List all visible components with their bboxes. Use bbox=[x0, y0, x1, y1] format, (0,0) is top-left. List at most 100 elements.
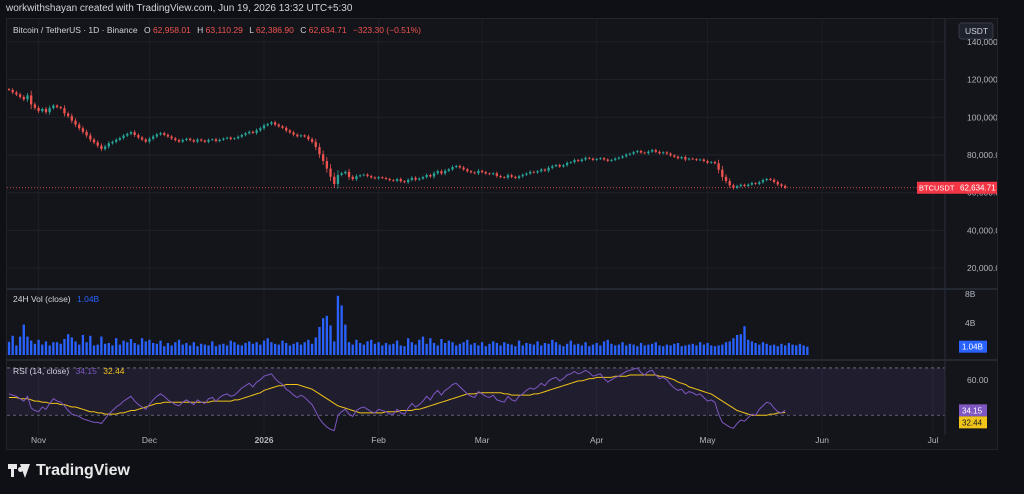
legend-open-label: O bbox=[144, 25, 151, 35]
candle bbox=[384, 178, 388, 179]
volume-bar bbox=[429, 338, 432, 355]
candle bbox=[599, 158, 602, 160]
rsi-tag bbox=[959, 404, 987, 417]
volume-bar bbox=[351, 344, 354, 355]
candle bbox=[595, 158, 598, 160]
volume-bar bbox=[55, 342, 59, 355]
volume-bar bbox=[732, 338, 735, 355]
volume-bar bbox=[440, 339, 443, 355]
candle bbox=[388, 178, 391, 181]
volume-bar bbox=[728, 341, 731, 355]
volume-bar bbox=[266, 338, 269, 355]
legend-close: 62,634.71 bbox=[309, 25, 347, 35]
volume-bar bbox=[517, 340, 521, 355]
candle bbox=[717, 163, 720, 170]
volume-bar bbox=[200, 343, 203, 355]
volume-bar bbox=[443, 343, 447, 355]
volume-bar bbox=[392, 343, 395, 355]
candle bbox=[211, 139, 214, 141]
candle bbox=[362, 174, 365, 176]
rsi-ma-tag-label: 32.44 bbox=[962, 418, 983, 427]
candle bbox=[218, 139, 221, 142]
volume-layer bbox=[7, 295, 809, 355]
volume-bar bbox=[528, 343, 532, 355]
candle bbox=[333, 176, 336, 185]
volume-bar bbox=[181, 344, 184, 355]
volume-bar bbox=[584, 342, 587, 355]
candle bbox=[370, 176, 373, 178]
volume-bar bbox=[743, 326, 746, 355]
candle bbox=[159, 133, 162, 135]
candle bbox=[318, 147, 321, 155]
candle bbox=[78, 124, 81, 129]
candle bbox=[510, 175, 513, 177]
candle bbox=[144, 139, 147, 142]
candle bbox=[237, 136, 240, 139]
candle bbox=[33, 104, 37, 108]
footer bbox=[0, 450, 1024, 494]
candle bbox=[514, 176, 517, 179]
volume-bar bbox=[285, 343, 288, 355]
price-axis-tick: 120,000.00 bbox=[967, 75, 997, 85]
candles-layer bbox=[7, 88, 787, 190]
rsi-line bbox=[8, 367, 786, 432]
candle bbox=[399, 179, 402, 182]
volume-bar bbox=[466, 339, 469, 355]
volume-bar bbox=[26, 336, 29, 355]
last-price-label: 62,634.71 bbox=[960, 184, 996, 193]
candle bbox=[151, 136, 155, 139]
candle bbox=[7, 89, 11, 90]
volume-bar bbox=[347, 342, 351, 355]
candle bbox=[750, 183, 754, 185]
tradingview-logo-text: TradingView bbox=[36, 462, 130, 479]
volume-bar bbox=[48, 345, 51, 355]
volume-bar bbox=[229, 340, 232, 355]
volume-bar bbox=[739, 334, 742, 355]
time-axis-tick: Apr bbox=[590, 435, 603, 445]
candle bbox=[588, 157, 591, 159]
candle bbox=[466, 169, 469, 172]
candle bbox=[129, 132, 133, 134]
volume-bar bbox=[706, 343, 709, 355]
volume-bar bbox=[126, 342, 129, 355]
tradingview-logo[interactable]: TradingView bbox=[8, 462, 130, 480]
candle bbox=[177, 140, 181, 142]
legend-line: Bitcoin / TetherUS · 1D · Binance O 62,9… bbox=[13, 25, 421, 35]
volume-bar bbox=[370, 339, 373, 355]
volume-bar bbox=[436, 345, 439, 355]
candle bbox=[166, 134, 170, 137]
candle bbox=[277, 124, 280, 127]
time-axis-tick: Nov bbox=[31, 435, 47, 445]
candle bbox=[521, 174, 524, 177]
currency-button[interactable] bbox=[958, 22, 994, 40]
candle bbox=[710, 161, 713, 163]
time-axis-tick: 2026 bbox=[255, 435, 274, 445]
currency-button-label[interactable]: USDT bbox=[965, 26, 988, 36]
chart-svg[interactable]: Bitcoin / TetherUS · 1D · Binance O 62,9… bbox=[7, 19, 1010, 449]
candle bbox=[22, 96, 25, 100]
candle bbox=[506, 175, 510, 178]
volume-bar bbox=[66, 334, 70, 355]
candle bbox=[336, 174, 340, 185]
volume-bar bbox=[787, 343, 791, 355]
volume-bar bbox=[621, 342, 624, 355]
candle bbox=[18, 94, 22, 97]
volume-bar bbox=[506, 343, 510, 355]
rsi-band-fill bbox=[7, 367, 945, 416]
candle bbox=[107, 143, 110, 147]
candle bbox=[377, 177, 380, 179]
volume-bar bbox=[358, 343, 362, 355]
candle bbox=[713, 161, 717, 164]
rsi-layer bbox=[8, 367, 786, 432]
candle bbox=[259, 128, 262, 131]
volume-bar bbox=[565, 343, 569, 355]
chart-frame[interactable]: Bitcoin / TetherUS · 1D · Binance O 62,9… bbox=[6, 18, 1010, 450]
volume-bar bbox=[798, 343, 802, 355]
volume-tag-label: 1.04B bbox=[962, 343, 983, 352]
volume-bar bbox=[662, 346, 665, 355]
candle bbox=[281, 126, 284, 128]
volume-bar bbox=[329, 325, 332, 355]
volume-bar bbox=[233, 342, 236, 355]
candle bbox=[192, 140, 195, 142]
candle bbox=[122, 135, 125, 139]
